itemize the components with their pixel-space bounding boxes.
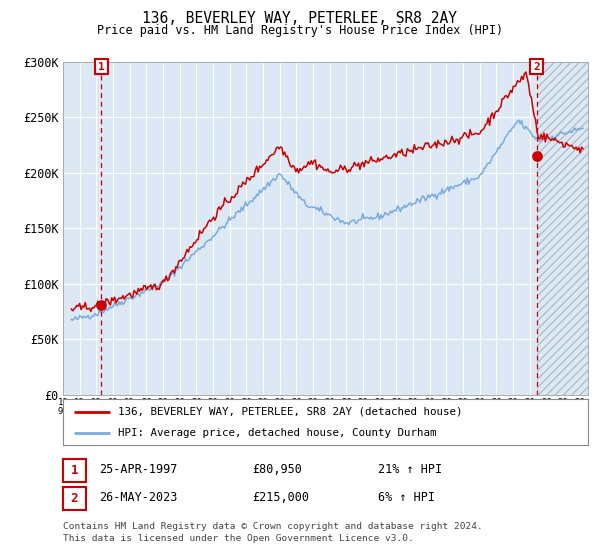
Text: Contains HM Land Registry data © Crown copyright and database right 2024.: Contains HM Land Registry data © Crown c… bbox=[63, 522, 483, 531]
Text: 25-APR-1997: 25-APR-1997 bbox=[99, 463, 178, 476]
Text: Price paid vs. HM Land Registry's House Price Index (HPI): Price paid vs. HM Land Registry's House … bbox=[97, 24, 503, 36]
Text: 136, BEVERLEY WAY, PETERLEE, SR8 2AY (detached house): 136, BEVERLEY WAY, PETERLEE, SR8 2AY (de… bbox=[118, 407, 463, 417]
Text: HPI: Average price, detached house, County Durham: HPI: Average price, detached house, Coun… bbox=[118, 428, 437, 438]
Text: £80,950: £80,950 bbox=[252, 463, 302, 476]
Point bbox=[532, 152, 541, 161]
Text: 21% ↑ HPI: 21% ↑ HPI bbox=[378, 463, 442, 476]
Text: 136, BEVERLEY WAY, PETERLEE, SR8 2AY: 136, BEVERLEY WAY, PETERLEE, SR8 2AY bbox=[143, 11, 458, 26]
Text: 6% ↑ HPI: 6% ↑ HPI bbox=[378, 491, 435, 504]
Text: 1: 1 bbox=[71, 464, 78, 477]
Text: 2: 2 bbox=[71, 492, 78, 505]
Text: This data is licensed under the Open Government Licence v3.0.: This data is licensed under the Open Gov… bbox=[63, 534, 414, 543]
Text: 1: 1 bbox=[98, 62, 105, 72]
Bar bbox=[536, 62, 588, 395]
Text: 2: 2 bbox=[533, 62, 540, 72]
Text: £215,000: £215,000 bbox=[252, 491, 309, 504]
Text: 26-MAY-2023: 26-MAY-2023 bbox=[99, 491, 178, 504]
Point bbox=[97, 300, 106, 309]
